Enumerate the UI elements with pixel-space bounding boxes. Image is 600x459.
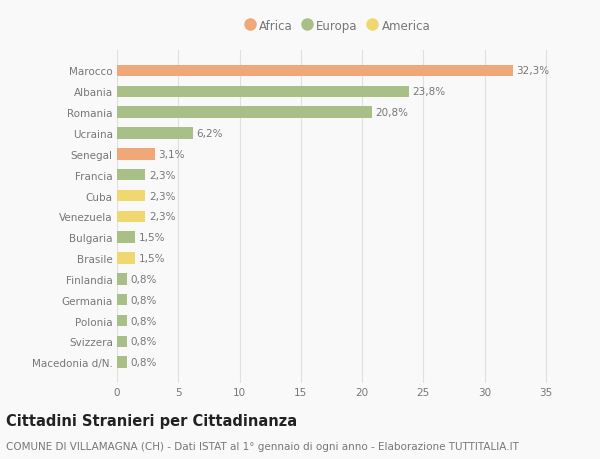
Text: 20,8%: 20,8% bbox=[376, 108, 409, 118]
Bar bbox=[117, 190, 145, 202]
Text: 3,1%: 3,1% bbox=[158, 150, 185, 159]
Text: 0,8%: 0,8% bbox=[130, 336, 157, 347]
Bar bbox=[117, 169, 145, 181]
Text: 0,8%: 0,8% bbox=[130, 358, 157, 367]
Legend: Africa, Europa, America: Africa, Europa, America bbox=[245, 20, 430, 33]
Bar bbox=[117, 149, 155, 160]
Bar bbox=[117, 336, 127, 347]
Bar bbox=[117, 66, 512, 77]
Text: COMUNE DI VILLAMAGNA (CH) - Dati ISTAT al 1° gennaio di ogni anno - Elaborazione: COMUNE DI VILLAMAGNA (CH) - Dati ISTAT a… bbox=[6, 441, 519, 451]
Bar bbox=[117, 357, 127, 368]
Bar bbox=[117, 253, 136, 264]
Text: Cittadini Stranieri per Cittadinanza: Cittadini Stranieri per Cittadinanza bbox=[6, 413, 297, 428]
Text: 2,3%: 2,3% bbox=[149, 170, 175, 180]
Bar bbox=[117, 211, 145, 223]
Text: 0,8%: 0,8% bbox=[130, 316, 157, 326]
Bar bbox=[117, 232, 136, 243]
Bar bbox=[117, 294, 127, 306]
Text: 23,8%: 23,8% bbox=[412, 87, 445, 97]
Bar bbox=[117, 107, 372, 118]
Bar bbox=[117, 128, 193, 140]
Text: 1,5%: 1,5% bbox=[139, 233, 166, 243]
Text: 0,8%: 0,8% bbox=[130, 274, 157, 284]
Bar bbox=[117, 86, 409, 98]
Text: 2,3%: 2,3% bbox=[149, 212, 175, 222]
Text: 6,2%: 6,2% bbox=[197, 129, 223, 139]
Bar bbox=[117, 274, 127, 285]
Bar bbox=[117, 315, 127, 326]
Text: 2,3%: 2,3% bbox=[149, 191, 175, 201]
Text: 32,3%: 32,3% bbox=[517, 67, 550, 76]
Text: 1,5%: 1,5% bbox=[139, 253, 166, 263]
Text: 0,8%: 0,8% bbox=[130, 295, 157, 305]
